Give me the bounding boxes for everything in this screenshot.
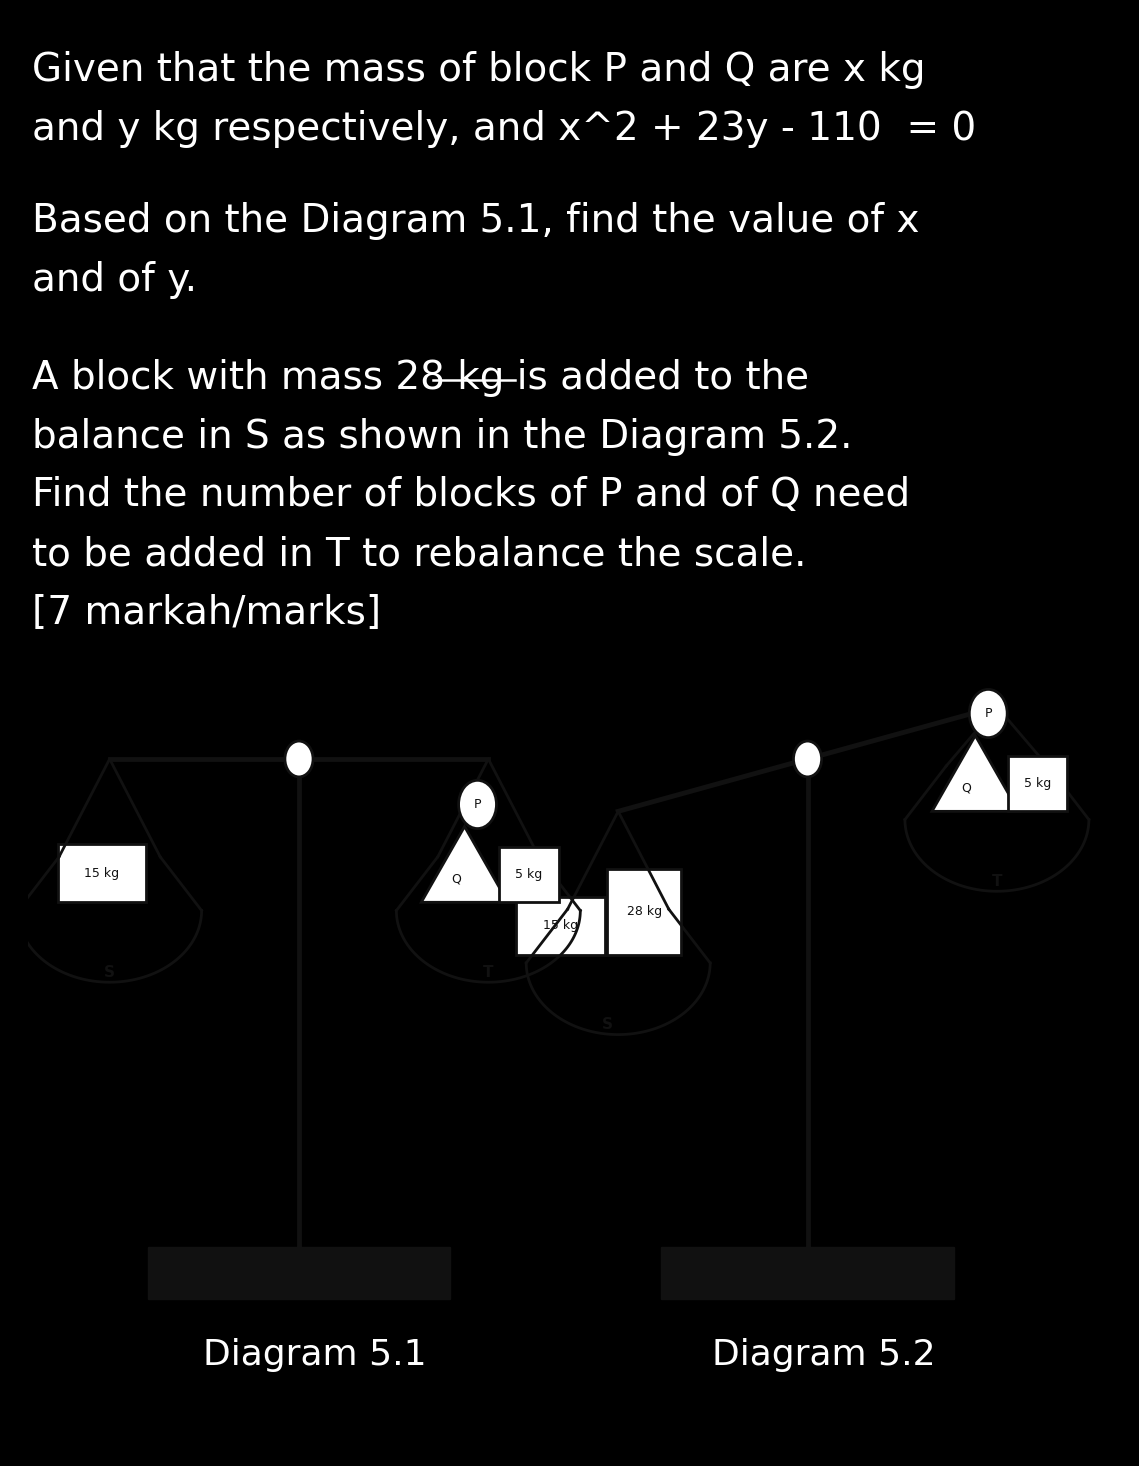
Text: 5 kg: 5 kg	[1024, 777, 1051, 790]
Bar	[148, 1246, 451, 1299]
Bar	[516, 897, 605, 954]
Bar	[58, 844, 147, 902]
Text: Q: Q	[961, 781, 972, 795]
Circle shape	[794, 742, 821, 777]
Text: to be added in T to rebalance the scale.: to be added in T to rebalance the scale.	[32, 535, 806, 573]
Text: Diagram 5.2: Diagram 5.2	[712, 1337, 935, 1372]
Circle shape	[969, 689, 1007, 737]
Circle shape	[459, 780, 497, 828]
Bar	[662, 1246, 953, 1299]
Bar	[499, 847, 558, 902]
Polygon shape	[932, 736, 1018, 811]
Text: Q: Q	[451, 872, 461, 885]
Text: Diagram 5.1: Diagram 5.1	[204, 1337, 427, 1372]
Text: and of y.: and of y.	[32, 261, 197, 299]
Text: and y kg respectively, and x^2 + 23y - 110  = 0: and y kg respectively, and x^2 + 23y - 1…	[32, 110, 976, 148]
Text: S: S	[601, 1017, 613, 1032]
Text: S: S	[104, 965, 115, 981]
Text: 15 kg: 15 kg	[84, 866, 120, 880]
Text: Find the number of blocks of P and of Q need: Find the number of blocks of P and of Q …	[32, 476, 910, 515]
Text: Given that the mass of block P and Q are x kg: Given that the mass of block P and Q are…	[32, 51, 925, 89]
Text: balance in S as shown in the Diagram 5.2.: balance in S as shown in the Diagram 5.2…	[32, 418, 852, 456]
Text: A block with mass 28 kg is added to the: A block with mass 28 kg is added to the	[32, 359, 809, 397]
Circle shape	[285, 742, 313, 777]
Text: P: P	[984, 707, 992, 720]
Bar	[1008, 756, 1067, 811]
Text: T: T	[483, 965, 493, 981]
Text: T: T	[992, 874, 1002, 888]
Text: [7 markah/marks]: [7 markah/marks]	[32, 594, 382, 632]
Text: Based on the Diagram 5.1, find the value of x: Based on the Diagram 5.1, find the value…	[32, 202, 919, 240]
Text: 5 kg: 5 kg	[515, 868, 542, 881]
Polygon shape	[421, 827, 508, 902]
Text: P: P	[474, 798, 482, 811]
Bar	[607, 869, 681, 954]
Text: 28 kg: 28 kg	[626, 906, 662, 918]
Text: 15 kg: 15 kg	[543, 919, 579, 932]
